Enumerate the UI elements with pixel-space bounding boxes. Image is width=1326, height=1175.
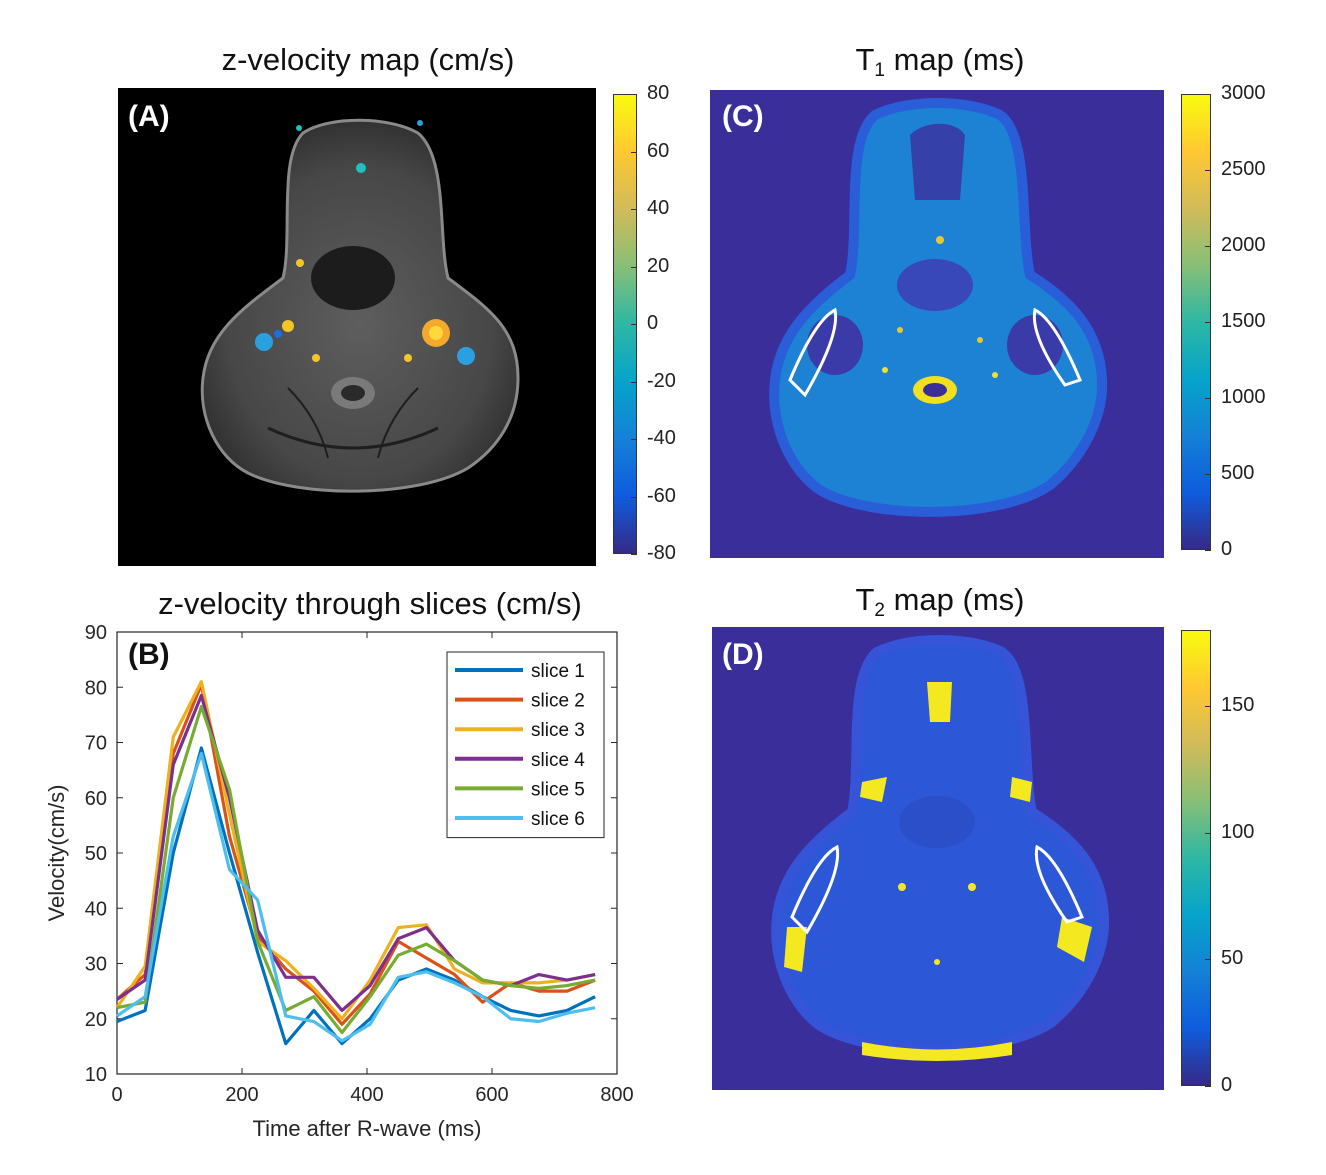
x-tick-label: 200 [225,1084,258,1106]
colorbar-d [1181,630,1211,1086]
y-axis-label: Velocity(cm/s) [44,785,69,922]
colorbar-c-tick-mark [1205,474,1211,475]
y-tick-label: 50 [85,843,107,865]
colorbar-c-tick-mark [1205,322,1211,323]
x-tick-label: 400 [350,1084,383,1106]
panel-c-title-sub: 1 [874,60,885,81]
legend-label-slice-3: slice 3 [531,720,585,741]
y-tick-label: 40 [85,898,107,920]
colorbar-a-tick: -40 [647,427,676,449]
panel-c-title-main: T [855,42,875,77]
colorbar-c-tick-mark [1205,550,1211,551]
panel-a-title: z-velocity map (cm/s) [221,42,515,77]
panel-a-label: (A) [128,100,170,133]
legend-label-slice-5: slice 5 [531,779,585,800]
colorbar-a-tick-mark [631,324,637,325]
colorbar-d-tick-mark [1205,1086,1211,1087]
panel-d-title-sub: 2 [874,600,885,621]
colorbar-c-tick-mark [1205,246,1211,247]
colorbar-a-tick: 40 [647,197,670,219]
colorbar-a-tick-mark [631,496,637,498]
y-tick-label: 20 [85,1009,107,1031]
colorbar-d-tick: 0 [1221,1074,1233,1096]
colorbar-a-tick-mark [631,554,637,555]
colorbar-a-tick-mark [631,151,637,153]
t1-map-image [710,90,1164,558]
colorbar-d-tick: 100 [1221,820,1255,843]
x-tick-label: 0 [111,1084,122,1106]
colorbar-c-tick-mark [1205,170,1211,171]
panel-c-label: (C) [722,100,764,133]
colorbar-a-tick-mark [631,381,637,383]
legend-label-slice-6: slice 6 [531,809,585,830]
t2-map-image [712,627,1164,1090]
colorbar-a-tick: 0 [647,312,659,334]
colorbar-c-tick-mark [1205,94,1211,95]
colorbar-a-tick: -20 [647,369,676,392]
colorbar-d-tick: 50 [1221,947,1244,970]
colorbar-c-tick: 2000 [1221,234,1266,256]
velocity-line-chart: 0 200 400 600 800 10 20 30 40 50 60 70 80 90 Time afte… [44,622,634,1141]
panel-d-title-rest: map (ms) [885,582,1025,617]
legend-label-slice-2: slice 2 [531,691,585,712]
panel-b-label: (B) [128,638,170,671]
colorbar-c-tick: 0 [1221,538,1233,560]
legend-box [446,651,605,839]
y-tick-label: 90 [85,622,107,644]
colorbar-d-tick-mark [1205,706,1211,707]
panel-c-title-rest: map (ms) [885,42,1025,77]
y-tick-label: 10 [85,1064,107,1086]
y-tick-label: 30 [85,954,107,976]
y-tick-label: 80 [85,677,107,699]
y-tick-label: 70 [85,733,107,755]
legend-label-slice-4: slice 4 [531,750,585,771]
colorbar-c-tick: 2500 [1221,158,1266,180]
series-line-slice-5 [116,704,596,1035]
panel-d-title-main: T [855,582,875,617]
x-tick-label: 600 [475,1084,508,1106]
colorbar-c-tick: 3000 [1221,82,1266,104]
colorbar-a-tick: 60 [647,139,670,162]
panel-c-title: T1 map (ms) [710,42,1170,82]
panel-d-title: T2 map (ms) [710,582,1170,622]
colorbar-a-tick-mark [631,209,637,210]
colorbar-a-tick-mark [631,266,637,268]
colorbar-a-tick: 20 [647,254,670,277]
legend-label-slice-1: slice 1 [531,661,585,682]
y-tick-label: 60 [85,788,107,810]
series-line-slice-6 [116,751,596,1043]
colorbar-c-tick: 1500 [1221,310,1266,332]
t1-map-anatomy [769,98,1108,517]
x-axis-label: Time after R-wave (ms) [253,1116,482,1141]
z-velocity-map-image [118,88,596,566]
colorbar-a-tick-mark [631,439,637,440]
colorbar-a-tick-mark [631,94,637,95]
panel-b-title: z-velocity through slices (cm/s) [158,586,582,621]
colorbar-c-tick-mark [1205,398,1211,399]
colorbar-d-tick-mark [1205,959,1211,961]
colorbar-d-tick-mark [1205,832,1211,834]
colorbar-a-tick: -60 [647,484,676,507]
colorbar-d-tick: 150 [1221,694,1255,716]
colorbar-c-tick: 1000 [1221,386,1266,408]
t2-map-anatomy [771,635,1110,1061]
x-tick-label: 800 [600,1084,633,1106]
series-line-slice-4 [116,693,596,1013]
colorbar-a-tick: -80 [647,542,676,564]
colorbar-a-tick: 80 [647,82,670,104]
panel-d-label: (D) [722,638,764,671]
neck-mri-magnitude [200,118,520,493]
colorbar-c-tick: 500 [1221,462,1255,484]
